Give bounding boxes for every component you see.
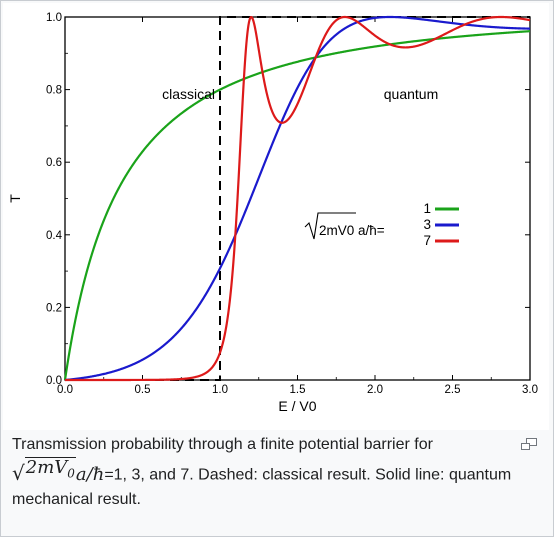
sqrt-sign-icon: √ [12, 460, 25, 485]
legend-entry-label: 1 [423, 201, 431, 216]
y-tick-label: 0.6 [46, 157, 62, 169]
x-tick-label: 3.0 [522, 384, 538, 396]
caption-text-before: Transmission probability through a finit… [12, 436, 433, 453]
legend-entry-label: 7 [423, 233, 431, 248]
series-line-1 [63, 30, 531, 381]
plot-frame [64, 16, 531, 381]
y-tick-label: 0.2 [46, 302, 62, 314]
caption-text-after: =1, 3, and 7. Dashed: classical result. … [12, 466, 512, 508]
x-tick-label: 2.0 [367, 384, 383, 396]
x-tick-label: 0.5 [135, 384, 151, 396]
math-rest: a/ħ [75, 463, 105, 485]
magnify-clip-icon[interactable] [520, 437, 538, 451]
x-tick-label: 0.0 [57, 384, 73, 396]
annotation-quantum: quantum [384, 86, 438, 102]
series-line-3 [64, 15, 531, 382]
transmission-chart: 0.0 0.5 1.0 1.5 2.0 2.5 3.0 0.0 0.2 0.4 0.6 0.8 1.0 E… [7, 12, 538, 414]
x-tick-label: 1.0 [212, 384, 228, 396]
figure-caption: Transmission probability through a finit… [12, 433, 532, 512]
radicand-subscript: 0 [67, 466, 75, 481]
y-tick-label: 0.0 [46, 375, 62, 387]
radicand-text: 2mV [25, 457, 68, 478]
chart-area[interactable]: 0.0 0.5 1.0 1.5 2.0 2.5 3.0 0.0 0.2 0.4 0.6 0.8 1.0 E… [3, 3, 549, 430]
caption-math: √ 2mV0 a/ħ [12, 457, 105, 485]
x-axis-label: E / V0 [278, 398, 316, 414]
legend-prefix: 2mV0 a/ħ= [319, 223, 385, 238]
series-line-7 [64, 15, 531, 382]
legend-entry-label: 3 [423, 217, 431, 232]
x-tick-label: 1.5 [290, 384, 306, 396]
y-tick-label: 1.0 [46, 12, 62, 24]
y-tick-label: 0.4 [46, 230, 63, 242]
sqrt-radicand: 2mV0 [24, 457, 76, 484]
annotation-classical: classical [162, 86, 215, 102]
legend-sqrt-icon [304, 212, 356, 240]
y-tick-label: 0.8 [46, 85, 62, 97]
classical-dashed-line [65, 16, 530, 381]
y-axis-label: T [7, 194, 23, 203]
x-tick-label: 2.5 [445, 384, 461, 396]
sqrt-expression: √ 2mV0 [12, 457, 76, 484]
